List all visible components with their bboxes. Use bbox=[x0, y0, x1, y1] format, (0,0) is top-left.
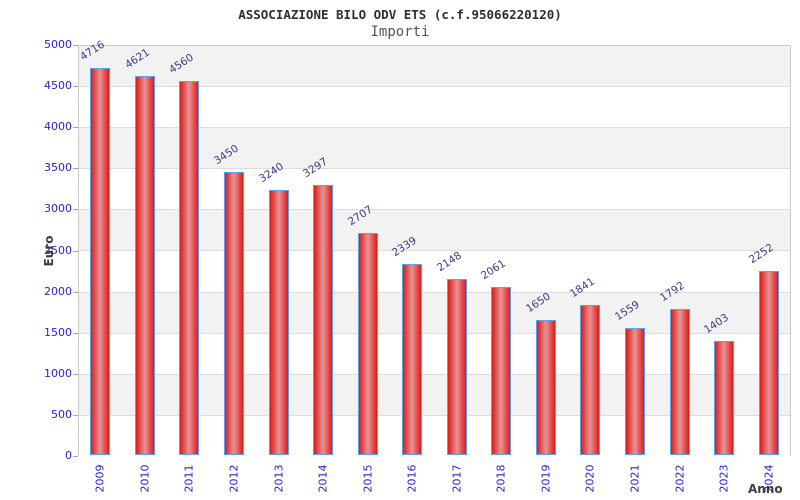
x-tick-label: 2012 bbox=[227, 464, 241, 493]
bar-2010 bbox=[134, 76, 155, 455]
bar-2018 bbox=[491, 286, 512, 455]
bar-2014 bbox=[313, 184, 334, 455]
bar-2013 bbox=[268, 189, 289, 455]
bar-2017 bbox=[446, 279, 467, 455]
x-tick-label: 2020 bbox=[583, 464, 597, 493]
y-tick-label: 4500 bbox=[44, 79, 72, 93]
bar-2009 bbox=[90, 68, 111, 455]
y-tick-label: 0 bbox=[65, 449, 72, 462]
y-tick-mark bbox=[73, 291, 78, 293]
x-tick-label: 2016 bbox=[405, 464, 419, 493]
y-tick-label: 2500 bbox=[44, 243, 72, 257]
x-tick-label: 2018 bbox=[494, 464, 508, 493]
x-tick-label: 2009 bbox=[93, 464, 107, 493]
x-tick-label: 2017 bbox=[450, 464, 464, 493]
y-tick-label: 2000 bbox=[44, 284, 72, 298]
y-tick-mark bbox=[73, 168, 78, 170]
y-tick-mark bbox=[73, 414, 78, 416]
y-tick-mark bbox=[73, 332, 78, 334]
bar-2019 bbox=[535, 320, 556, 455]
x-tick-label: 2015 bbox=[361, 464, 375, 493]
y-tick-mark bbox=[73, 250, 78, 252]
bar-2023 bbox=[714, 340, 735, 455]
y-tick-label: 1000 bbox=[44, 366, 72, 380]
x-tick-label: 2013 bbox=[272, 464, 286, 493]
bar-2021 bbox=[625, 327, 646, 455]
bar-2022 bbox=[669, 308, 690, 455]
y-tick-mark bbox=[73, 456, 78, 457]
x-tick-label: 2014 bbox=[316, 464, 330, 493]
x-tick-label: 2010 bbox=[138, 464, 152, 493]
grid-band bbox=[79, 46, 790, 88]
bar-2024 bbox=[758, 270, 779, 455]
y-tick-label: 1500 bbox=[44, 325, 72, 339]
y-tick-label: 500 bbox=[51, 407, 72, 421]
y-tick-mark bbox=[73, 209, 78, 211]
bar-2016 bbox=[402, 263, 423, 455]
y-tick-mark bbox=[73, 373, 78, 375]
bar-2011 bbox=[179, 81, 200, 455]
bar-2015 bbox=[357, 233, 378, 455]
y-axis-title: Euro bbox=[42, 235, 56, 267]
y-tick-label: 5000 bbox=[44, 38, 72, 51]
x-tick-label: 2022 bbox=[673, 464, 687, 493]
y-tick-mark bbox=[73, 86, 78, 88]
x-axis-title: Anno bbox=[748, 482, 783, 496]
chart-title: ASSOCIAZIONE BILO ODV ETS (c.f.950662201… bbox=[238, 7, 562, 22]
x-tick-label: 2021 bbox=[628, 464, 642, 493]
y-tick-mark bbox=[73, 45, 78, 46]
x-tick-label: 2011 bbox=[182, 464, 196, 493]
y-tick-label: 3500 bbox=[44, 161, 72, 175]
y-tick-mark bbox=[73, 127, 78, 129]
x-tick-label: 2023 bbox=[717, 464, 731, 493]
bar-2012 bbox=[223, 172, 244, 455]
chart-subtitle: Importi bbox=[370, 24, 430, 40]
y-tick-label: 3000 bbox=[44, 202, 72, 216]
x-tick-label: 2019 bbox=[539, 464, 553, 493]
y-tick-label: 4000 bbox=[44, 120, 72, 134]
bar-2020 bbox=[580, 304, 601, 455]
